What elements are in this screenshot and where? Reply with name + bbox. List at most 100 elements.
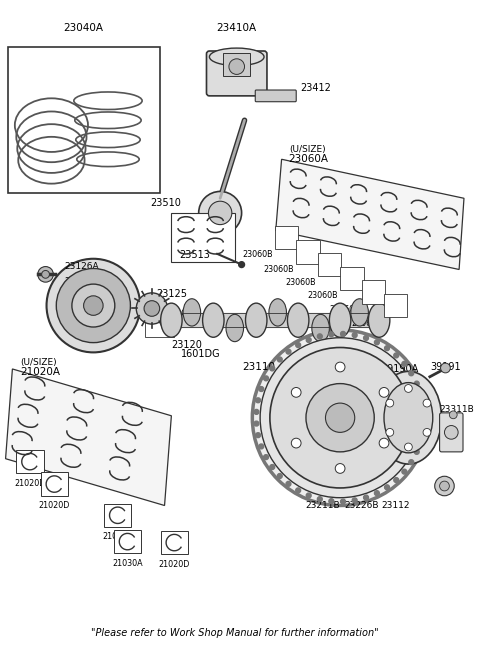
Bar (223, 53, 251, 76)
Circle shape (270, 464, 275, 470)
Text: 21030A: 21030A (112, 558, 143, 567)
Text: 1601DG: 1601DG (181, 350, 221, 359)
Ellipse shape (384, 382, 433, 453)
Text: 21020D: 21020D (102, 532, 133, 541)
Circle shape (286, 482, 291, 486)
Bar (9, 47, 160, 194)
Circle shape (291, 438, 301, 448)
Circle shape (254, 421, 259, 426)
Text: 23060B: 23060B (351, 319, 382, 327)
Circle shape (414, 381, 419, 386)
Circle shape (296, 342, 300, 348)
Text: 23120: 23120 (171, 340, 202, 350)
Circle shape (286, 349, 291, 354)
Circle shape (306, 493, 311, 498)
Text: 21020D: 21020D (39, 501, 70, 510)
Circle shape (277, 357, 282, 362)
Circle shape (335, 464, 345, 474)
FancyBboxPatch shape (255, 90, 296, 102)
Circle shape (259, 386, 264, 392)
Circle shape (306, 338, 311, 342)
Ellipse shape (226, 314, 243, 342)
Circle shape (384, 346, 389, 350)
Text: (U/SIZE): (U/SIZE) (20, 358, 57, 367)
Text: 23125: 23125 (157, 289, 188, 299)
Circle shape (325, 403, 355, 432)
Ellipse shape (329, 303, 351, 337)
Circle shape (402, 361, 407, 366)
Ellipse shape (203, 303, 224, 337)
Text: 39190A: 39190A (381, 364, 419, 374)
Bar (296, 240, 320, 264)
Circle shape (423, 400, 431, 407)
Circle shape (270, 348, 410, 488)
Circle shape (374, 340, 379, 345)
Ellipse shape (351, 298, 368, 326)
Circle shape (296, 488, 300, 493)
Text: 23060A: 23060A (288, 154, 328, 164)
Circle shape (260, 338, 420, 498)
FancyBboxPatch shape (41, 472, 68, 496)
Text: 23060B: 23060B (242, 251, 273, 259)
FancyBboxPatch shape (161, 531, 188, 554)
Circle shape (335, 362, 345, 372)
Circle shape (386, 400, 394, 407)
Circle shape (306, 384, 374, 452)
FancyBboxPatch shape (206, 51, 267, 96)
Circle shape (435, 476, 454, 496)
Circle shape (239, 262, 244, 268)
Circle shape (421, 403, 426, 409)
Circle shape (384, 485, 389, 490)
Circle shape (386, 428, 394, 436)
Text: 23040A: 23040A (63, 22, 104, 33)
Bar (171, 213, 235, 262)
Circle shape (56, 268, 131, 342)
Circle shape (363, 495, 369, 500)
Circle shape (229, 59, 244, 74)
Bar (384, 294, 408, 318)
Text: (U/SIZE): (U/SIZE) (289, 145, 326, 154)
Circle shape (317, 334, 322, 338)
Text: 23510: 23510 (150, 198, 181, 208)
Circle shape (379, 438, 389, 448)
Circle shape (423, 428, 431, 436)
Ellipse shape (161, 303, 182, 337)
Circle shape (418, 392, 423, 397)
Ellipse shape (375, 371, 442, 464)
Ellipse shape (312, 314, 329, 342)
Text: 23060B: 23060B (264, 265, 294, 274)
Text: "Please refer to Work Shop Manual for further information": "Please refer to Work Shop Manual for fu… (91, 628, 379, 638)
Text: 21020D: 21020D (14, 479, 46, 487)
Circle shape (379, 388, 389, 398)
FancyBboxPatch shape (440, 413, 463, 452)
Text: 39191: 39191 (430, 362, 460, 372)
Text: 23226B: 23226B (344, 501, 379, 510)
Circle shape (254, 409, 259, 415)
Circle shape (259, 444, 264, 449)
Text: 23060B: 23060B (329, 305, 360, 314)
Text: 23513: 23513 (180, 250, 210, 260)
Circle shape (317, 497, 322, 502)
Circle shape (329, 499, 334, 504)
Circle shape (374, 491, 379, 495)
Ellipse shape (245, 303, 267, 337)
Bar (318, 253, 341, 276)
Circle shape (421, 415, 426, 420)
Text: 23211B: 23211B (305, 501, 340, 510)
Ellipse shape (209, 48, 264, 66)
Circle shape (341, 331, 346, 337)
Circle shape (352, 333, 357, 338)
Circle shape (208, 201, 232, 224)
Circle shape (440, 481, 449, 491)
Circle shape (449, 411, 457, 419)
Circle shape (72, 284, 115, 327)
Polygon shape (276, 159, 464, 270)
Text: 23060B: 23060B (308, 291, 338, 300)
Text: 23124B: 23124B (72, 293, 107, 301)
Circle shape (84, 296, 103, 316)
Bar (340, 266, 363, 290)
Circle shape (291, 388, 301, 398)
Text: 23112: 23112 (382, 501, 410, 510)
Text: 23410A: 23410A (216, 22, 257, 33)
Circle shape (256, 398, 261, 403)
